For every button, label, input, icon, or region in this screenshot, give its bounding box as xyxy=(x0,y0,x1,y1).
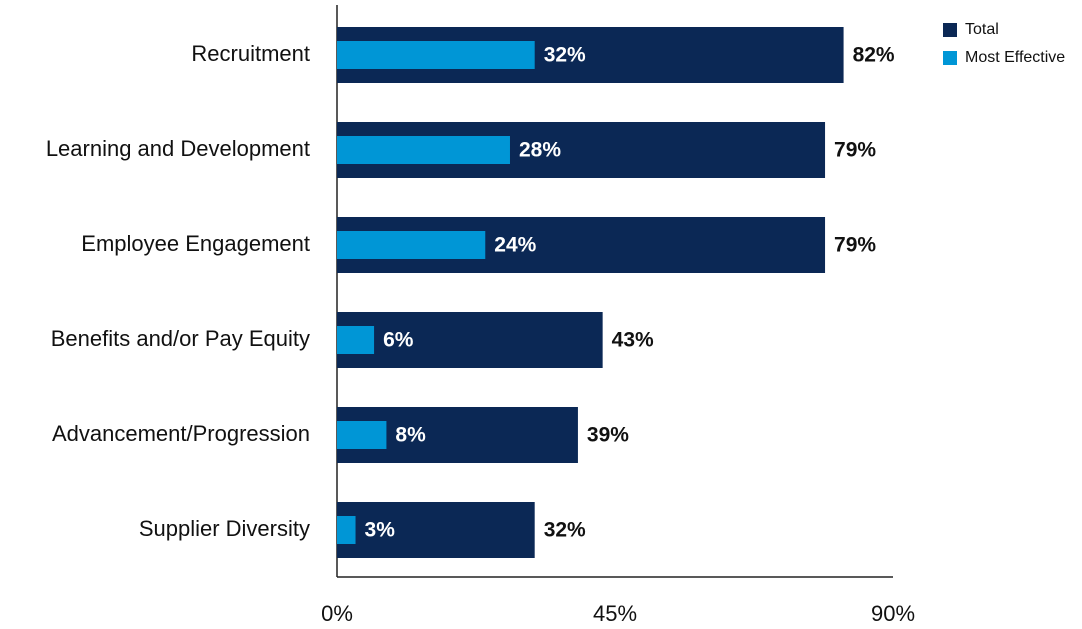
x-tick-label: 0% xyxy=(321,601,353,626)
legend-swatch xyxy=(943,51,957,65)
data-label: 82% xyxy=(853,44,895,67)
bar xyxy=(337,326,375,354)
data-label: 79% xyxy=(834,234,876,257)
data-label: 6% xyxy=(383,329,414,352)
bar xyxy=(337,516,356,544)
category-label: Benefits and/or Pay Equity xyxy=(51,326,310,351)
data-label: 28% xyxy=(519,139,561,162)
x-tick-label: 45% xyxy=(593,601,637,626)
data-label: 43% xyxy=(612,329,654,352)
category-label: Supplier Diversity xyxy=(139,516,310,541)
bar xyxy=(337,502,535,558)
category-label: Learning and Development xyxy=(46,136,310,161)
bar xyxy=(337,312,603,368)
data-label: 8% xyxy=(395,424,426,447)
data-label: 32% xyxy=(544,44,586,67)
legend-label: Most Effective xyxy=(965,49,1065,66)
bar xyxy=(337,41,535,69)
bar xyxy=(337,421,387,449)
data-label: 79% xyxy=(834,139,876,162)
legend-swatch xyxy=(943,23,957,37)
category-label: Advancement/Progression xyxy=(52,421,310,446)
data-label: 24% xyxy=(494,234,536,257)
bar xyxy=(337,136,510,164)
category-label: Employee Engagement xyxy=(81,231,310,256)
data-label: 3% xyxy=(365,519,396,542)
x-tick-label: 90% xyxy=(871,601,915,626)
data-label: 32% xyxy=(544,519,586,542)
bar xyxy=(337,231,486,259)
category-label: Recruitment xyxy=(191,41,310,66)
legend-label: Total xyxy=(965,21,999,38)
data-label: 39% xyxy=(587,424,629,447)
